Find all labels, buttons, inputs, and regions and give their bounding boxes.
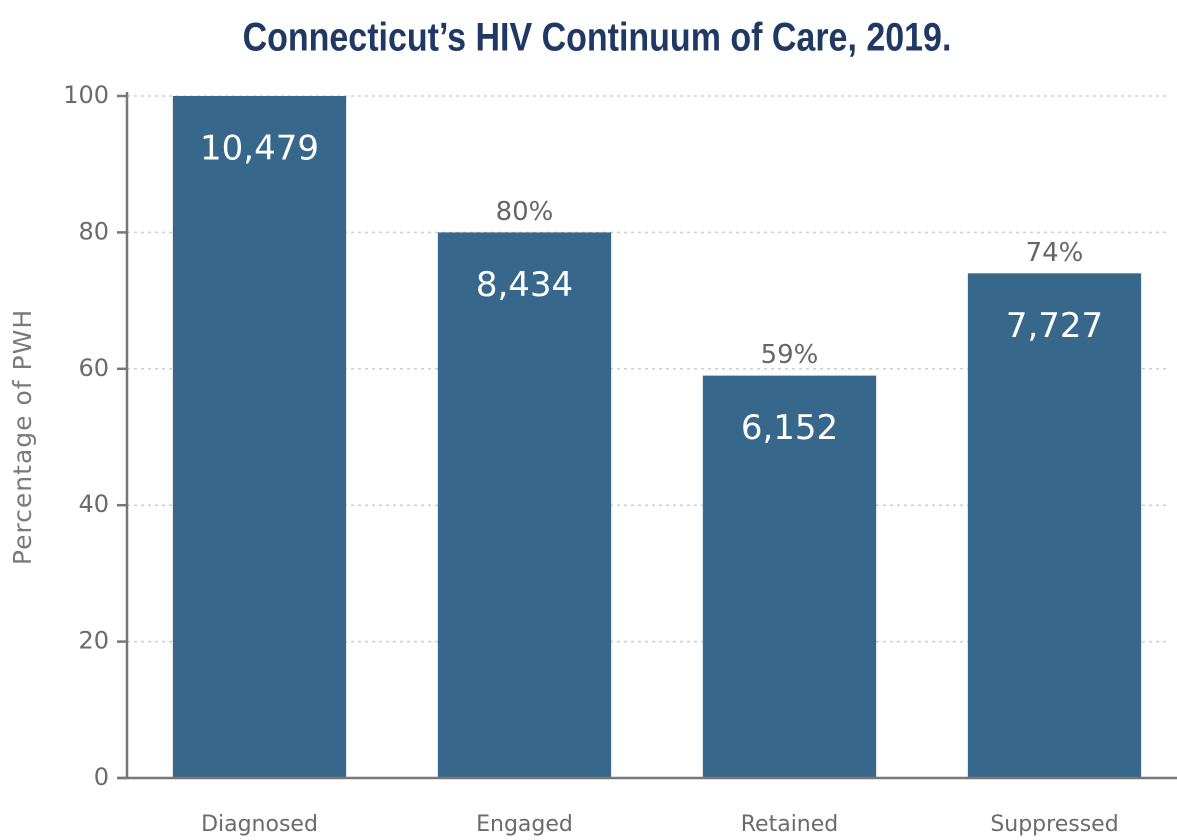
x-tick-label: Diagnosed [201, 812, 318, 837]
bar [437, 232, 612, 778]
bar [172, 96, 347, 778]
y-tick-label: 0 [94, 763, 109, 791]
count-label: 6,152 [741, 408, 838, 448]
y-tick-label: 100 [63, 81, 109, 109]
x-tick-label: Engaged [476, 812, 573, 837]
x-tick-label: Retained [741, 812, 839, 837]
count-label: 10,479 [200, 129, 319, 169]
y-axis-label: Percentage of PWH [8, 309, 37, 565]
value-label: 74% [1026, 238, 1084, 268]
x-tick-label: Suppressed [990, 812, 1118, 837]
count-label: 7,727 [1006, 306, 1103, 346]
bar [702, 375, 877, 778]
y-tick-label: 80 [78, 217, 109, 245]
y-tick-label: 60 [78, 354, 109, 382]
y-tick-label: 40 [78, 490, 109, 518]
value-label: 59% [761, 340, 819, 370]
value-label: 80% [496, 197, 554, 227]
bar [967, 273, 1142, 778]
y-tick-label: 20 [78, 627, 109, 655]
count-label: 8,434 [476, 265, 573, 305]
chart-title: Connecticut’s HIV Continuum of Care, 201… [243, 14, 952, 59]
